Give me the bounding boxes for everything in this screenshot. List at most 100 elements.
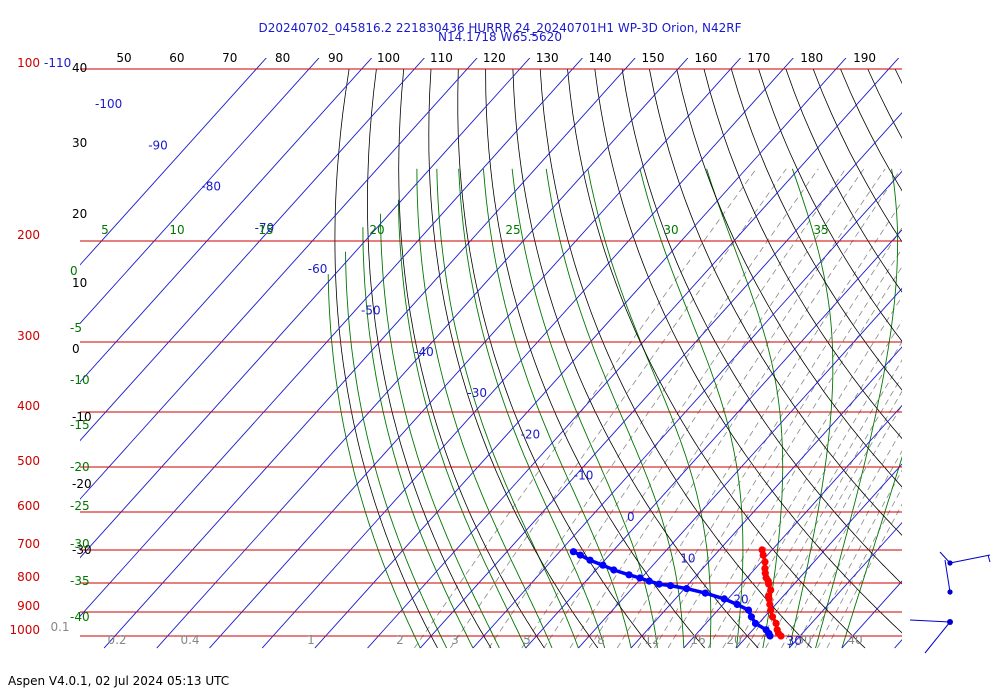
isotherm-line — [578, 287, 902, 649]
dry-adiabat-line — [840, 68, 902, 192]
isotherm-label: 0 — [627, 510, 635, 524]
top-axis-tick-label: 80 — [275, 51, 290, 65]
mixing-ratio-label: 1 — [307, 633, 315, 647]
temperature-point — [767, 586, 775, 594]
dry-adiabat-line — [512, 68, 759, 649]
dry-adiabat-line — [594, 68, 902, 634]
top-axis-tick-label: 150 — [642, 51, 665, 65]
temperature-point — [761, 558, 769, 566]
isotherm-label: 10 — [680, 551, 695, 565]
pressure-label: 100 — [17, 56, 40, 70]
moist-adiabat-label: 30 — [663, 223, 678, 237]
moist-adiabat-line — [327, 274, 421, 649]
top-axis-tick-label: 120 — [483, 51, 506, 65]
moist-adiabat-label: 35 — [813, 223, 828, 237]
isotherm-line — [80, 58, 425, 442]
dry-adiabat-label: -10 — [72, 410, 92, 424]
moist-adiabat-label: -15 — [70, 418, 90, 432]
mixing-ratio-line — [707, 320, 902, 649]
dry-adiabat-line — [621, 68, 902, 585]
temperature-point — [766, 600, 774, 609]
moist-adiabat-label: -5 — [70, 321, 82, 335]
isotherm-line — [80, 58, 373, 383]
mixing-ratio-line — [765, 404, 902, 649]
dewpoint-point — [625, 571, 633, 579]
mixing-ratio-line — [756, 390, 902, 649]
top-axis-tick-label: 60 — [169, 51, 184, 65]
dry-adiabat-line — [703, 68, 902, 440]
dry-adiabat-line — [676, 68, 902, 488]
top-isotherm-label: -110 — [44, 56, 71, 70]
mixing-ratio-label: 8 — [597, 633, 605, 647]
software-version-footer: Aspen V4.0.1, 02 Jul 2024 05:13 UTC — [8, 674, 230, 688]
mixing-ratio-label: 3 — [451, 633, 459, 647]
isotherm-line — [472, 170, 902, 649]
moist-adiabat-line — [482, 168, 632, 649]
mixing-ratio-label: 30 — [796, 633, 811, 647]
dewpoint-point — [636, 574, 644, 582]
wind-barb-point — [947, 589, 953, 595]
temperature-point — [761, 564, 769, 573]
top-axis-tick-label: 190 — [853, 51, 876, 65]
isotherm-line — [788, 521, 902, 649]
dry-adiabat-label: 30 — [72, 136, 87, 150]
dewpoint-point — [747, 613, 756, 621]
pressure-label: 600 — [17, 499, 40, 513]
isotherm-line — [525, 229, 902, 649]
top-axis-tick-label: 140 — [589, 51, 612, 65]
pressure-label: 400 — [17, 399, 40, 413]
mixing-ratio-label: 2 — [396, 633, 404, 647]
mixing-ratio-label: 12 — [644, 633, 659, 647]
wind-barb-staff — [944, 559, 951, 593]
isotherm-line — [156, 58, 689, 649]
isotherm-label: 30 — [787, 634, 802, 648]
wind-barb-point — [947, 560, 953, 566]
dry-adiabat-line — [649, 68, 902, 536]
moist-adiabat-label: 10 — [169, 223, 184, 237]
mixing-ratio-label: 20 — [726, 633, 741, 647]
moist-adiabat-label: -20 — [70, 460, 90, 474]
dewpoint-point — [733, 600, 741, 609]
isotherm-label: -90 — [148, 138, 168, 152]
moist-adiabat-line — [587, 168, 712, 649]
temperature-point — [765, 592, 773, 600]
isotherm-line — [419, 112, 902, 649]
moist-adiabat-label: 15 — [258, 223, 273, 237]
dry-adiabat-line — [428, 68, 599, 649]
isotherm-line — [80, 58, 584, 617]
dewpoint-point — [655, 580, 663, 588]
isotherm-line — [736, 463, 902, 649]
mixing-ratio-label: 0.4 — [180, 633, 199, 647]
dry-adiabat-label: -30 — [72, 543, 92, 557]
temperature-point — [758, 546, 766, 554]
temperature-point — [767, 606, 775, 614]
moist-adiabat-line — [788, 168, 834, 649]
mixing-ratio-line — [654, 248, 902, 649]
moist-adiabat-line — [815, 168, 899, 649]
isotherm-line — [314, 58, 847, 649]
isotherm-label: -70 — [255, 221, 275, 235]
dewpoint-point — [569, 548, 578, 556]
dewpoint-point — [666, 582, 675, 590]
dewpoint-point — [610, 566, 618, 574]
top-axis-tick-label: 100 — [377, 51, 400, 65]
dry-adiabat-label: 20 — [72, 207, 87, 221]
dewpoint-point — [720, 595, 728, 603]
dewpoint-point — [751, 619, 760, 628]
pressure-label: 700 — [17, 537, 40, 551]
moist-adiabat-line — [379, 213, 500, 649]
mixing-ratio-line — [722, 341, 902, 649]
isotherm-label: -100 — [95, 97, 122, 111]
top-axis-tick-label: 50 — [116, 51, 131, 65]
pressure-label: 900 — [17, 599, 40, 613]
isotherm-label: -40 — [414, 345, 434, 359]
wind-barb-staff — [909, 619, 951, 623]
temperature-point — [772, 619, 780, 628]
chart-title-line-2: N14.1718 W65.5620 — [438, 30, 562, 44]
mixing-ratio-line — [689, 295, 902, 649]
moist-adiabat-label: 5 — [101, 223, 109, 237]
moist-adiabat-line — [436, 168, 579, 649]
wind-barb-point — [947, 619, 953, 625]
dry-adiabat-line — [867, 68, 902, 139]
mixing-ratio-line — [637, 226, 902, 649]
